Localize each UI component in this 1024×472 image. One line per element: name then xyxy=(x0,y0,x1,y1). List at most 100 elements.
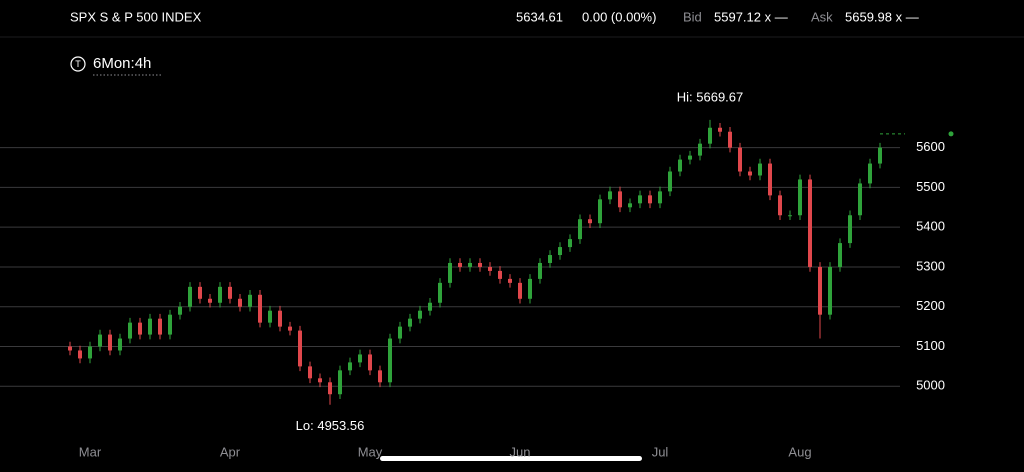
candle-body xyxy=(598,199,602,224)
candle-body xyxy=(298,330,302,367)
candle-body xyxy=(78,350,82,359)
timeframe-icon: T xyxy=(75,59,81,69)
candle-body xyxy=(358,354,362,363)
candle-body xyxy=(88,346,92,359)
candle-body xyxy=(118,338,122,351)
candle-body xyxy=(878,147,882,164)
candle-body xyxy=(648,195,652,204)
candle-body xyxy=(468,262,472,267)
candle-body xyxy=(698,143,702,156)
ask[interactable]: 5659.98 x — xyxy=(845,9,919,24)
candle-body xyxy=(778,195,782,216)
candle-body xyxy=(848,215,852,244)
candle-body xyxy=(168,314,172,335)
x-tick-label: Jun xyxy=(510,444,531,459)
bid[interactable]: 5597.12 x — xyxy=(714,9,788,24)
candle-body xyxy=(488,266,492,271)
candle-body xyxy=(368,354,372,371)
candle-body xyxy=(678,159,682,172)
candle-body xyxy=(158,318,162,335)
candle-body xyxy=(218,286,222,303)
candle-body xyxy=(638,195,642,204)
high-annotation: Hi: 5669.67 xyxy=(677,89,744,104)
candle-body xyxy=(788,215,792,217)
candle-body xyxy=(628,203,632,208)
candle-body xyxy=(338,370,342,395)
change: 0.00 (0.00%) xyxy=(582,9,656,24)
candle-body xyxy=(188,286,192,307)
candle-body xyxy=(428,302,432,311)
candle-body xyxy=(588,219,592,224)
candle-body xyxy=(548,255,552,263)
candle-body xyxy=(508,278,512,283)
candle-body xyxy=(258,294,262,323)
y-tick-label: 5500 xyxy=(916,179,945,194)
candle-body xyxy=(378,370,382,383)
y-tick-label: 5200 xyxy=(916,298,945,313)
candle-body xyxy=(438,282,442,303)
candle-body xyxy=(178,306,182,315)
candle-body xyxy=(858,183,862,216)
candle-body xyxy=(228,286,232,299)
candle-body xyxy=(518,282,522,299)
candle-body xyxy=(448,262,452,283)
timeframe[interactable]: 6Mon:4h xyxy=(93,55,151,72)
candle-body xyxy=(808,179,812,267)
candle-body xyxy=(98,334,102,347)
candle-body xyxy=(388,338,392,383)
candle-body xyxy=(408,318,412,327)
candle-body xyxy=(288,326,292,331)
x-tick-label: Aug xyxy=(788,444,811,459)
x-tick-label: Apr xyxy=(220,444,241,459)
candle-body xyxy=(868,163,872,184)
candle-body xyxy=(268,310,272,323)
candle-body xyxy=(538,262,542,279)
candle-body xyxy=(838,243,842,267)
candle-body xyxy=(738,147,742,172)
bid-label: Bid xyxy=(683,9,702,24)
candle-body xyxy=(768,163,772,196)
candle-body xyxy=(198,286,202,299)
candle-body xyxy=(708,127,712,144)
candle-body xyxy=(718,127,722,132)
candle-body xyxy=(658,191,662,204)
candle-body xyxy=(318,378,322,383)
candle-body xyxy=(148,318,152,335)
candle-body xyxy=(418,310,422,319)
candle-body xyxy=(608,191,612,200)
candle-body xyxy=(108,334,112,351)
y-tick-label: 5400 xyxy=(916,219,945,234)
symbol: SPX S & P 500 INDEX xyxy=(70,9,202,24)
candle-body xyxy=(208,298,212,303)
candle-body xyxy=(758,163,762,176)
candle-body xyxy=(618,191,622,208)
last-price: 5634.61 xyxy=(516,9,563,24)
last-price-dot xyxy=(948,131,954,137)
y-tick-label: 5600 xyxy=(916,139,945,154)
candle-body xyxy=(138,322,142,335)
x-tick-label: May xyxy=(358,444,383,459)
candle-body xyxy=(558,247,562,256)
candle-body xyxy=(68,346,72,351)
candle-body xyxy=(668,171,672,192)
candle-body xyxy=(238,298,242,307)
ask-label: Ask xyxy=(811,9,833,24)
candle-body xyxy=(328,382,332,395)
candle-body xyxy=(528,278,532,299)
candle-body xyxy=(278,310,282,327)
home-indicator xyxy=(380,456,642,461)
candle-body xyxy=(458,262,462,267)
candle-body xyxy=(478,262,482,267)
candle-body xyxy=(728,131,732,148)
timeframe-icon-ring xyxy=(70,56,86,72)
x-tick-label: Jul xyxy=(652,444,669,459)
candle-body xyxy=(498,270,502,279)
candle-body xyxy=(128,322,132,339)
candle-body xyxy=(248,294,252,307)
low-annotation: Lo: 4953.56 xyxy=(296,418,365,433)
candle-body xyxy=(398,326,402,339)
y-tick-label: 5000 xyxy=(916,378,945,393)
candle-body xyxy=(308,366,312,379)
candle-body xyxy=(688,155,692,160)
